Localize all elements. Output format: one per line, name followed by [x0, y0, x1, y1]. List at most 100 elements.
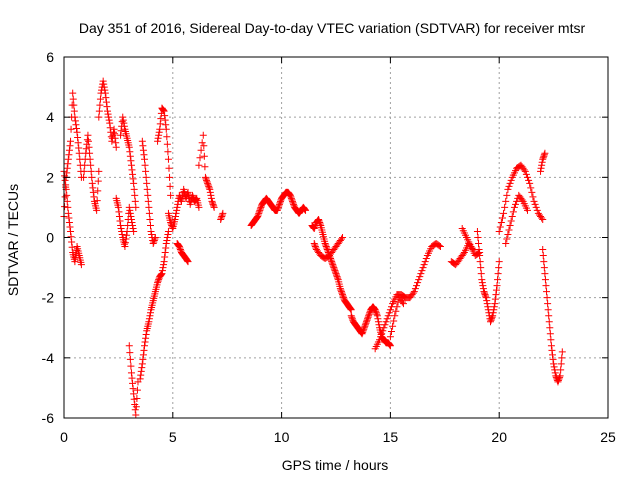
data-point-interp: [518, 196, 526, 204]
data-point-interp: [329, 261, 337, 269]
data-point-interp: [538, 214, 546, 222]
data-point: [132, 411, 140, 419]
data-point-interp: [363, 316, 371, 324]
data-point: [556, 372, 564, 380]
data-point-interp: [333, 273, 341, 281]
data-point-interp: [157, 115, 165, 123]
data-point: [219, 209, 227, 217]
data-point: [208, 197, 216, 205]
data-point-interp: [96, 95, 104, 103]
data-point-interp: [164, 148, 172, 156]
data-point-interp: [339, 292, 347, 300]
data-point-interp: [364, 313, 372, 321]
data-point: [141, 155, 149, 163]
data-point-interp: [200, 152, 208, 160]
data-point-interp: [65, 214, 73, 222]
data-point-interp: [277, 197, 285, 205]
data-point-interp: [543, 288, 551, 296]
y-tick-label: 2: [46, 169, 54, 185]
data-point-interp: [81, 161, 89, 169]
data-point-interp: [275, 202, 283, 210]
series-track-o: [247, 188, 310, 229]
data-point-interp: [557, 366, 565, 374]
data-point: [339, 234, 347, 241]
data-point: [178, 197, 186, 205]
data-point-interp: [459, 250, 467, 258]
data-point-interp: [316, 220, 324, 228]
data-point-interp: [111, 130, 119, 138]
data-point-interp: [128, 374, 136, 382]
y-tick-label: -2: [42, 290, 55, 306]
data-point: [164, 155, 172, 163]
data-point-interp: [177, 196, 185, 204]
data-point-interp: [61, 176, 69, 184]
data-point: [167, 218, 175, 226]
data-point-interp: [115, 212, 123, 220]
data-point-interp: [386, 306, 394, 314]
data-point: [188, 191, 196, 199]
data-point-interp: [142, 167, 150, 175]
data-point-interp: [383, 315, 391, 323]
data-point-interp: [88, 173, 96, 181]
data-point-interp: [183, 257, 191, 265]
data-point-interp: [87, 161, 95, 169]
data-point-interp: [372, 309, 380, 317]
data-point: [310, 240, 318, 248]
data-point-interp: [370, 304, 378, 312]
data-point: [302, 206, 310, 214]
data-point-interp: [95, 107, 103, 115]
data-point: [254, 212, 262, 220]
series-track-c: [80, 131, 103, 214]
data-point-interp: [69, 95, 77, 103]
data-point-interp: [101, 86, 109, 94]
data-point-interp: [112, 139, 120, 147]
data-point-interp: [86, 149, 94, 157]
data-point-interp: [127, 157, 135, 165]
data-point-interp: [348, 315, 356, 323]
data-point-interp: [203, 176, 211, 184]
data-point-interp: [557, 360, 565, 368]
data-point: [125, 342, 133, 350]
data-point-interp: [492, 291, 500, 299]
data-point: [336, 285, 344, 293]
data-point-interp: [119, 116, 127, 124]
data-point-interp: [200, 142, 208, 150]
data-point-interp: [117, 127, 125, 135]
data-point-interp: [155, 131, 163, 139]
series-track-v: [458, 224, 484, 260]
data-point-interp: [205, 184, 213, 192]
data-point: [93, 206, 101, 214]
data-point-interp: [155, 128, 163, 136]
data-point-interp: [144, 197, 152, 205]
data-point-interp: [502, 197, 510, 205]
data-point-interp: [129, 170, 137, 178]
data-point: [332, 270, 340, 278]
data-point: [84, 131, 92, 139]
data-point-interp: [475, 246, 483, 254]
data-point-interp: [160, 106, 168, 114]
data-point-interp: [479, 282, 487, 290]
data-point-interp: [507, 217, 515, 225]
data-point-interp: [80, 167, 88, 175]
data-point: [386, 342, 394, 350]
x-tick-label: 20: [491, 429, 507, 445]
data-point: [145, 203, 153, 211]
data-point: [71, 113, 79, 121]
data-point: [358, 330, 366, 338]
data-point: [558, 348, 566, 356]
data-point: [415, 276, 423, 284]
data-point-interp: [126, 152, 134, 160]
data-point-interp: [129, 379, 137, 387]
data-point: [121, 243, 129, 251]
data-point-interp: [481, 289, 489, 297]
data-point: [541, 149, 549, 157]
data-point-interp: [289, 199, 297, 207]
data-point-interp: [142, 334, 150, 342]
data-point-interp: [68, 238, 76, 246]
data-point-interp: [154, 134, 162, 142]
data-point-interp: [139, 351, 147, 359]
data-point-interp: [144, 191, 152, 199]
series-track-e: [112, 194, 138, 251]
data-point-interp: [330, 265, 338, 273]
